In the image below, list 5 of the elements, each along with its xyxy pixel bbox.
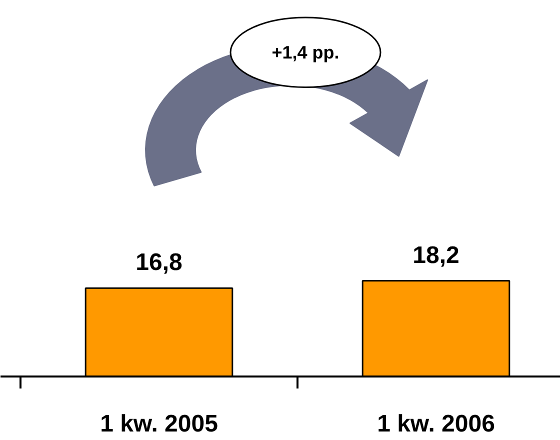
data-label: 18,2 [412,242,460,269]
x-tick-label: 1 kw. 2005 [100,410,218,438]
data-label: 16,8 [136,249,182,276]
x-tick-label: 1 kw. 2006 [377,410,495,438]
text: +1,4 pp. [272,42,340,62]
